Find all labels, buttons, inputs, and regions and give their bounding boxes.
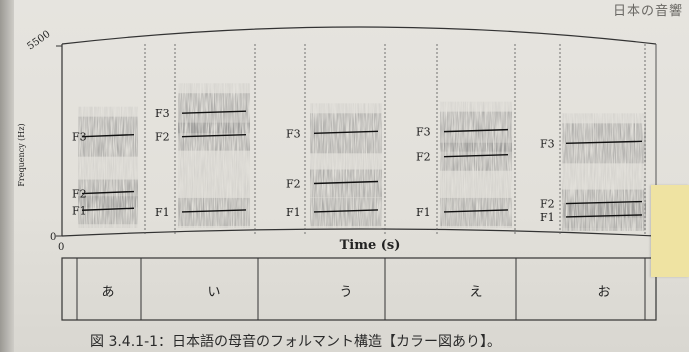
y-top-tick-label: 5500 xyxy=(25,29,52,53)
formant-track-f1 xyxy=(81,207,135,211)
formant-track-f3 xyxy=(565,140,643,145)
book-spine-shadow xyxy=(0,0,14,352)
x-axis-label: Time (s) xyxy=(340,238,401,253)
formant-label-f1: F1 xyxy=(72,204,87,217)
sticky-note xyxy=(651,185,689,277)
kana-table-dividers xyxy=(76,258,646,320)
formant-label-f2: F2 xyxy=(416,151,431,164)
formant-track-f1 xyxy=(443,209,509,213)
formant-label-f2: F2 xyxy=(286,177,301,190)
y-bottom-tick-label: 0 xyxy=(50,232,56,243)
formant-label-f1: F1 xyxy=(416,206,431,219)
formant-track-f3 xyxy=(313,130,379,135)
formant-label-f1: F1 xyxy=(155,206,170,219)
kana-label: い xyxy=(207,285,220,300)
kana-cells: あいうえお xyxy=(101,285,610,300)
spectrogram-top-edge xyxy=(61,26,657,45)
formant-label-f2: F2 xyxy=(72,188,87,201)
spectrogram-wash xyxy=(562,113,646,228)
formant-track-f3 xyxy=(81,133,135,138)
formant-label-f2: F2 xyxy=(155,131,170,144)
formant-label-f1: F1 xyxy=(540,211,555,224)
formant-track-f3 xyxy=(443,128,509,133)
formant-track-f2 xyxy=(313,180,379,185)
formant-label-f1: F1 xyxy=(286,206,301,219)
kana-label: あ xyxy=(101,285,114,300)
spectrogram-wash xyxy=(178,83,250,229)
formant-track-f2 xyxy=(181,133,247,138)
formant-track-f2 xyxy=(443,154,509,158)
formant-label-f3: F3 xyxy=(286,127,301,140)
formant-track-f2 xyxy=(565,200,643,205)
x-origin-label: 0 xyxy=(58,242,64,253)
figure-caption: 図 3.4.1-1：日本語の母音のフォルマント構造【カラー図あり】。 xyxy=(90,334,502,350)
vowel-block-1: F1 F2 F3 xyxy=(72,106,138,228)
formant-track-f2 xyxy=(81,190,135,195)
spectrogram-wash xyxy=(78,106,138,228)
formant-track-f1 xyxy=(181,209,247,213)
kana-label: え xyxy=(469,285,482,300)
formant-track-f1 xyxy=(313,209,379,213)
formant-track-f1 xyxy=(565,214,643,218)
formant-track-f3 xyxy=(181,110,247,114)
running-header: 日本の音響 xyxy=(612,4,683,19)
formant-label-f3: F3 xyxy=(416,126,431,139)
vowel-block-3: F1 F2 F3 xyxy=(286,103,382,228)
spectrogram-wash xyxy=(310,103,382,228)
formant-label-f3: F3 xyxy=(72,131,87,144)
formant-figure: 5500 0 0 Frequency (Hz) Time (s) F1F2F3F… xyxy=(17,26,657,321)
vowel-block-2: F1 F2 F3 xyxy=(155,83,250,229)
formant-label-f3: F3 xyxy=(155,107,170,120)
kana-label: う xyxy=(339,285,352,300)
formant-label-f3: F3 xyxy=(540,137,555,150)
y-axis-label: Frequency (Hz) xyxy=(17,123,26,186)
vowel-block-4: F1 F2 F3 xyxy=(416,101,512,228)
formant-label-f2: F2 xyxy=(540,198,555,211)
kana-table xyxy=(61,257,657,321)
kana-label: お xyxy=(597,285,610,300)
spectrogram-wash xyxy=(440,101,512,228)
